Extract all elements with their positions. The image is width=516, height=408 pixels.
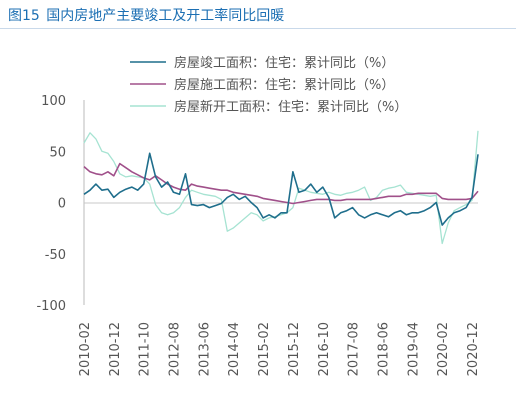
x-tick-label: 2010-02 (78, 322, 93, 376)
legend: 房屋竣工面积：住宅：累计同比（%） 房屋施工面积：住宅：累计同比（%） 房屋新开工面… (130, 55, 407, 115)
figure-title: 图15 国内房地产主要竣工及开工率同比回暖 (8, 5, 284, 25)
y-tick-label: 100 (41, 94, 66, 109)
x-tick-label: 2016-10 (317, 322, 332, 376)
y-tick-label: -100 (36, 299, 66, 314)
figure-number: 图15 (8, 8, 40, 24)
axes (83, 100, 478, 305)
x-tick-label: 2015-02 (257, 322, 272, 376)
y-tick-label: 0 (58, 197, 66, 212)
x-tick-label: 2010-12 (108, 322, 123, 376)
x-tick-label: 2014-04 (227, 322, 242, 376)
x-tick-label: 2020-02 (436, 322, 451, 376)
series-line-new-start (83, 130, 479, 245)
x-tick-label: 2017-08 (347, 322, 362, 376)
y-tick-label: -50 (45, 248, 66, 263)
figure-title-text: 国内房地产主要竣工及开工率同比回暖 (46, 8, 285, 24)
legend-label-completed: 房屋竣工面积：住宅：累计同比（%） (174, 55, 394, 71)
title-divider (0, 28, 516, 29)
series-lines (83, 130, 479, 245)
x-tick-label: 2018-06 (376, 322, 391, 376)
x-tick-label: 2011-10 (138, 322, 153, 376)
series-line-completed (83, 152, 479, 226)
legend-label-under-construction: 房屋施工面积：住宅：累计同比（%） (174, 77, 394, 93)
series-line-under-construction (83, 162, 479, 205)
y-tick-label: 50 (49, 145, 66, 160)
x-tick-label: 2012-08 (168, 322, 183, 376)
x-tick-label: 2015-12 (287, 322, 302, 376)
legend-label-new-start: 房屋新开工面积：住宅：累计同比（%） (174, 99, 407, 115)
y-tick-labels: 100 50 0 -50 -100 (36, 94, 66, 314)
x-tick-labels: 2010-02 2010-12 2011-10 2012-08 2013-06 2014-… (78, 322, 481, 376)
x-tick-label: 2020-12 (466, 322, 481, 376)
x-tick-label: 2019-04 (406, 322, 421, 376)
x-tick-label: 2013-06 (197, 322, 212, 376)
